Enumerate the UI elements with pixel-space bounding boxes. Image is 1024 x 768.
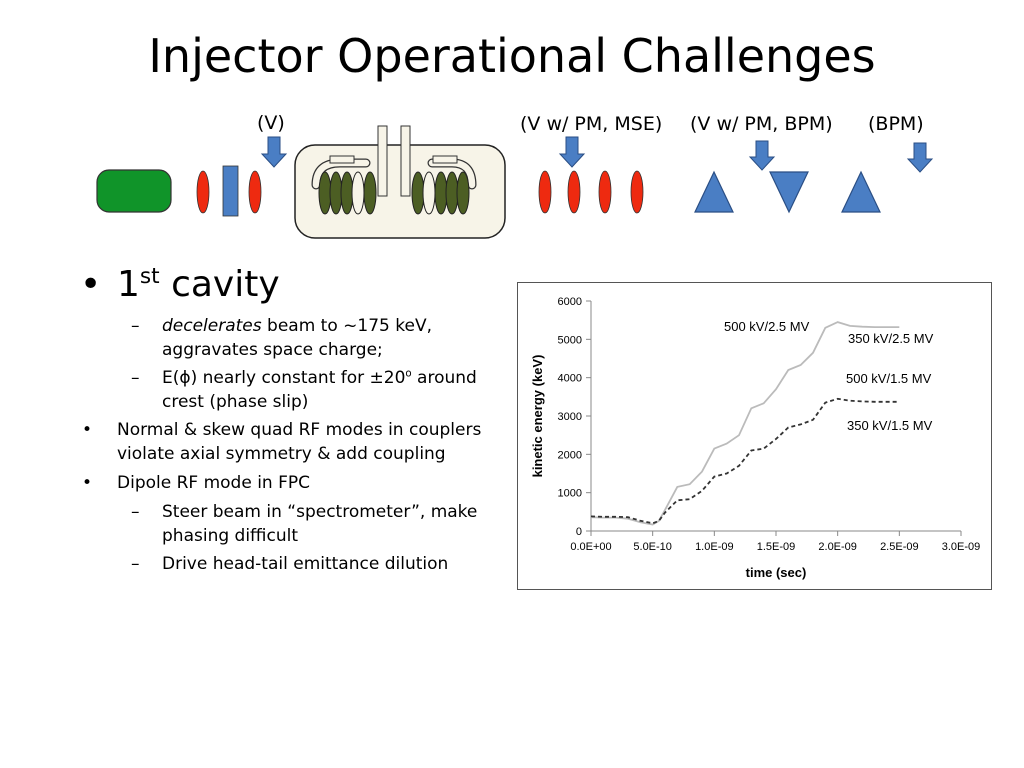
sub-bullet-head-tail: – Drive head-tail emittance dilution: [131, 554, 449, 574]
cavity-cell: [351, 171, 365, 215]
cavity-cell: [434, 171, 448, 215]
sub-bullet-steer-beam: – Steer beam in “spectrometer”, make phas…: [131, 502, 478, 546]
cryomodule-box: [294, 144, 506, 239]
coupler-port: [377, 125, 388, 197]
cavity-cell: [456, 171, 470, 215]
energy-chart: 0.0E+00 5.0E-10 1.0E-09 1.5E-09 2.0E-09 2.5E-…: [530, 296, 981, 580]
viewer-arrow: [558, 136, 586, 168]
y-tick-label: 1000: [558, 488, 582, 500]
x-tick-label: 5.0E-10: [633, 541, 672, 553]
cavity-cell: [411, 171, 425, 215]
bullet-quad-modes: • Normal & skew quad RF modes in couplers…: [82, 420, 482, 464]
y-tick-label: 6000: [558, 296, 582, 308]
viewer-arrow: [260, 136, 288, 168]
cavity-cell: [363, 171, 377, 215]
slide-title: Injector Operational Challenges: [148, 29, 876, 83]
beamline-diagram: [96, 125, 934, 239]
bullet-first-cavity: • 1st cavity: [80, 264, 280, 305]
coupler-port: [400, 125, 411, 197]
x-tick-label: 2.5E-09: [880, 541, 919, 553]
series-line-2: [590, 397, 900, 525]
steerer: [222, 165, 239, 217]
label-v-pm-bpm: (V w/ PM, BPM): [690, 113, 833, 135]
x-tick-label: 2.0E-09: [818, 541, 857, 553]
solenoid: [598, 170, 612, 214]
solenoid: [567, 170, 581, 214]
electron-gun: [96, 169, 172, 213]
bullet-list: • 1st cavity – decelerates beam to ~175 ke…: [80, 262, 510, 580]
quadrupole-up: [841, 170, 881, 213]
x-tick-label: 3.0E-09: [942, 541, 981, 553]
quadrupole-down: [769, 171, 809, 214]
series-annotation: 350 kV/2.5 MV: [848, 331, 934, 346]
solenoid: [196, 170, 210, 214]
series-line-1: [590, 321, 900, 526]
series-annotation: 500 kV/2.5 MV: [724, 319, 810, 334]
label-v-pm-mse: (V w/ PM, MSE): [520, 113, 663, 135]
sub-bullet-e-phi: – E(ϕ) nearly constant for ±20o around cr…: [131, 368, 477, 412]
label-bpm: (BPM): [868, 113, 924, 135]
cavity-cell: [340, 171, 354, 215]
solenoid: [630, 170, 644, 214]
solenoid: [538, 170, 552, 214]
booster-cavity: [294, 125, 506, 239]
y-tick-label: 2000: [558, 449, 582, 461]
series-annotation: 500 kV/1.5 MV: [846, 371, 932, 386]
bpm-arrow: [906, 142, 934, 173]
bullet-dipole-mode: • Dipole RF mode in FPC: [82, 473, 311, 493]
sub-bullet-decelerates: – decelerates beam to ~175 keV, aggravate…: [131, 316, 432, 360]
solenoid: [248, 170, 262, 214]
y-tick-label: 5000: [558, 334, 582, 346]
series-annotation: 350 kV/1.5 MV: [847, 418, 933, 433]
y-tick-label: 3000: [558, 411, 582, 423]
y-tick-label: 4000: [558, 373, 582, 385]
x-tick-label: 0.0E+00: [570, 541, 611, 553]
quadrupole-up: [694, 170, 734, 213]
energy-chart-frame: 0.0E+00 5.0E-10 1.0E-09 1.5E-09 2.0E-09 2.5E-…: [517, 282, 992, 590]
cavity-cell: [329, 171, 343, 215]
cavity-cell: [318, 171, 332, 215]
x-tick-label: 1.5E-09: [757, 541, 796, 553]
y-tick-label: 0: [576, 526, 582, 538]
y-axis-title: kinetic energy (keV): [530, 355, 545, 478]
label-v: (V): [257, 112, 285, 134]
viewer-arrow: [748, 140, 776, 171]
cavity-cell: [422, 171, 436, 215]
cavity-cell: [445, 171, 459, 215]
x-axis-title: time (sec): [746, 565, 807, 580]
x-tick-label: 1.0E-09: [695, 541, 734, 553]
